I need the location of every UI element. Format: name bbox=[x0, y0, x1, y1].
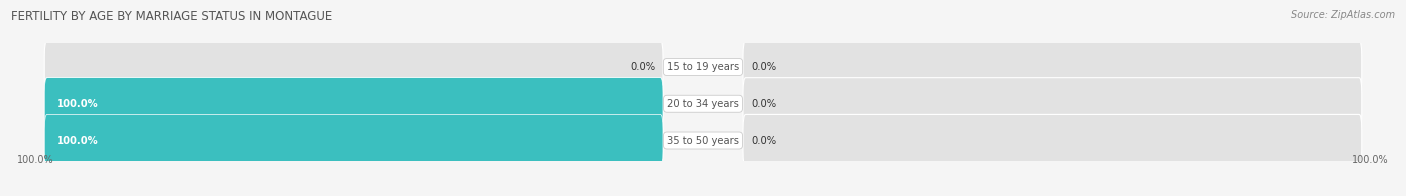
FancyBboxPatch shape bbox=[742, 114, 1362, 167]
Text: 100.0%: 100.0% bbox=[56, 135, 98, 145]
FancyBboxPatch shape bbox=[44, 114, 664, 167]
FancyBboxPatch shape bbox=[44, 78, 664, 130]
FancyBboxPatch shape bbox=[44, 41, 664, 93]
Text: 100.0%: 100.0% bbox=[17, 155, 53, 165]
FancyBboxPatch shape bbox=[742, 78, 1362, 130]
Text: 0.0%: 0.0% bbox=[630, 62, 655, 72]
Text: 100.0%: 100.0% bbox=[1353, 155, 1389, 165]
Text: 0.0%: 0.0% bbox=[751, 99, 776, 109]
Text: 20 to 34 years: 20 to 34 years bbox=[666, 99, 740, 109]
Text: 0.0%: 0.0% bbox=[751, 135, 776, 145]
FancyBboxPatch shape bbox=[44, 78, 664, 130]
Text: 100.0%: 100.0% bbox=[56, 99, 98, 109]
FancyBboxPatch shape bbox=[742, 41, 1362, 93]
Text: 35 to 50 years: 35 to 50 years bbox=[666, 135, 740, 145]
Text: 15 to 19 years: 15 to 19 years bbox=[666, 62, 740, 72]
FancyBboxPatch shape bbox=[44, 114, 664, 167]
Text: FERTILITY BY AGE BY MARRIAGE STATUS IN MONTAGUE: FERTILITY BY AGE BY MARRIAGE STATUS IN M… bbox=[11, 10, 332, 23]
Text: 0.0%: 0.0% bbox=[751, 62, 776, 72]
Text: Source: ZipAtlas.com: Source: ZipAtlas.com bbox=[1291, 10, 1395, 20]
